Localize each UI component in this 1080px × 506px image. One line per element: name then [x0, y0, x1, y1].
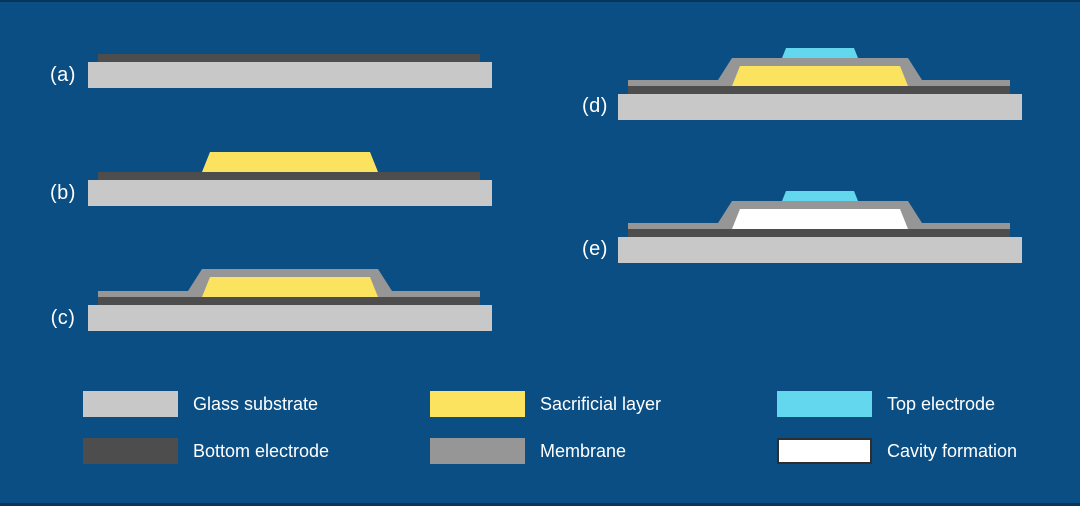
step-label-b: (b)	[50, 182, 76, 204]
step-label-a: (a)	[50, 64, 76, 86]
step-diagram-e	[618, 191, 1022, 263]
legend-item-cavity-formation: Cavity formation	[777, 438, 1080, 464]
layer-glass-substrate	[88, 180, 492, 206]
step-diagram-a	[88, 54, 492, 88]
step-label-d: (d)	[582, 95, 608, 117]
legend-item-sacrificial-layer: Sacrificial layer	[430, 391, 777, 417]
step-diagram-d	[618, 48, 1022, 120]
legend-label-top-electrode: Top electrode	[887, 393, 996, 414]
layer-cavity	[732, 209, 908, 229]
layer-glass-substrate	[618, 237, 1022, 263]
layer-bottom-electrode	[98, 297, 480, 305]
legend-swatch-membrane	[430, 438, 525, 464]
layer-sacrificial-layer	[202, 152, 378, 172]
legend-swatch-sacrificial-layer	[430, 391, 525, 417]
step-diagram-c	[88, 269, 492, 331]
legend-item-top-electrode: Top electrode	[777, 391, 1080, 417]
layer-glass-substrate	[88, 305, 492, 331]
layer-glass-substrate	[618, 94, 1022, 120]
legend-item-glass-substrate: Glass substrate	[83, 391, 430, 417]
legend-swatch-bottom-electrode	[83, 438, 178, 464]
layer-bottom-electrode	[628, 229, 1010, 237]
legend-item-bottom-electrode: Bottom electrode	[83, 438, 430, 464]
top-edge-divider	[0, 0, 1080, 2]
legend-swatch-top-electrode	[777, 391, 872, 417]
step-label-c: (c)	[50, 307, 76, 329]
legend: Glass substrate Bottom electrode Sacrifi…	[83, 391, 1080, 464]
legend-label-bottom-electrode: Bottom electrode	[193, 440, 330, 461]
step-diagram-b	[88, 152, 492, 206]
legend-label-glass-substrate: Glass substrate	[193, 393, 319, 414]
layer-bottom-electrode	[98, 54, 480, 62]
layer-top-electrode	[782, 48, 858, 58]
layer-bottom-electrode	[98, 172, 480, 180]
layer-bottom-electrode	[628, 86, 1010, 94]
legend-swatch-cavity-formation	[777, 438, 872, 464]
layer-sacrificial-layer	[732, 66, 908, 86]
layer-glass-substrate	[88, 62, 492, 88]
step-label-e: (e)	[582, 238, 608, 260]
layer-sacrificial-layer	[202, 277, 378, 297]
legend-label-cavity-formation: Cavity formation	[887, 440, 1018, 461]
legend-label-sacrificial-layer: Sacrificial layer	[540, 393, 662, 414]
legend-swatch-glass-substrate	[83, 391, 178, 417]
legend-label-membrane: Membrane	[540, 440, 627, 461]
legend-item-membrane: Membrane	[430, 438, 777, 464]
layer-top-electrode	[782, 191, 858, 201]
